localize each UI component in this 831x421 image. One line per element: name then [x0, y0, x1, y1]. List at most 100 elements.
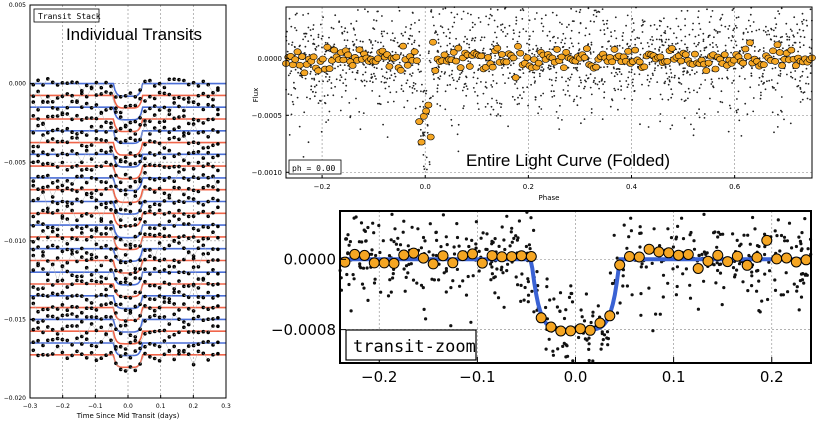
folded-data-point	[344, 89, 347, 92]
zoom-data-point	[469, 320, 473, 324]
zoom-data-point	[802, 281, 806, 285]
stack-xtick-label: 0.3	[221, 403, 231, 410]
folded-data-point	[513, 32, 515, 35]
zoom-binned-point	[771, 253, 783, 265]
folded-data-point	[379, 103, 382, 106]
folded-data-point	[647, 74, 649, 77]
folded-data-point	[511, 95, 514, 98]
zoom-data-point	[387, 254, 392, 258]
zoom-data-point	[792, 282, 796, 286]
folded-data-point	[436, 50, 439, 53]
folded-data-point	[665, 72, 668, 75]
folded-data-point	[419, 128, 422, 131]
transit-model-line	[30, 165, 226, 180]
transit-data-point	[196, 201, 201, 205]
transit-data-point	[152, 202, 157, 206]
folded-binned-point	[295, 61, 304, 69]
zoom-data-point	[591, 310, 595, 314]
transit-data-point	[186, 141, 191, 146]
transit-data-point	[162, 178, 167, 182]
folded-data-point	[710, 83, 713, 85]
folded-data-point	[542, 25, 545, 28]
folded-data-point	[582, 60, 585, 63]
folded-data-point	[407, 42, 409, 45]
folded-data-point	[617, 88, 620, 91]
folded-xtick-label: 0.4	[626, 183, 638, 191]
folded-data-point	[691, 69, 693, 72]
folded-data-point	[800, 90, 803, 93]
folded-data-point	[553, 95, 556, 97]
folded-data-point	[317, 44, 320, 47]
folded-data-point	[402, 90, 405, 93]
zoom-data-point	[676, 224, 680, 228]
transit-data-point	[36, 320, 40, 325]
zoom-data-point	[692, 239, 696, 243]
zoom-data-point	[526, 300, 530, 304]
zoom-data-point	[547, 337, 551, 341]
transit-data-point	[36, 211, 40, 216]
folded-data-point	[515, 16, 518, 19]
folded-data-point	[411, 35, 413, 37]
folded-data-point	[636, 36, 639, 39]
zoom-data-point	[545, 277, 549, 281]
folded-data-point	[760, 80, 763, 83]
zoom-data-point	[524, 244, 529, 249]
folded-data-point	[422, 100, 424, 103]
zoom-data-point	[379, 290, 383, 294]
transit-data-point	[211, 283, 215, 287]
folded-binned-point	[454, 44, 463, 52]
folded-data-point	[351, 71, 354, 74]
folded-data-point	[806, 97, 809, 100]
folded-data-point	[470, 39, 473, 42]
folded-data-point	[567, 84, 569, 87]
zoom-data-point	[638, 245, 642, 249]
transit-data-point	[143, 119, 147, 123]
transit-data-point	[118, 140, 123, 145]
folded-data-point	[699, 50, 702, 52]
zoom-data-point	[373, 277, 377, 281]
transit-data-point	[50, 114, 55, 119]
zoom-data-point	[349, 309, 353, 313]
folded-data-point	[348, 68, 351, 70]
folded-data-point	[618, 44, 621, 47]
folded-data-point	[693, 128, 695, 131]
folded-data-point	[778, 40, 781, 42]
folded-data-point	[327, 119, 330, 121]
folded-data-point	[433, 78, 435, 81]
folded-data-point	[771, 111, 774, 114]
zoom-data-point	[751, 215, 755, 220]
transit-data-point	[118, 180, 123, 185]
folded-data-point	[697, 43, 699, 46]
zoom-data-point	[358, 264, 362, 268]
folded-binned-point	[291, 56, 300, 63]
transit-data-point	[201, 164, 206, 169]
zoom-data-point	[510, 240, 514, 244]
folded-binned-point	[775, 49, 784, 56]
folded-data-point	[709, 97, 711, 100]
folded-data-point	[584, 85, 586, 88]
folded-data-point	[446, 84, 449, 87]
folded-data-point	[521, 97, 523, 100]
transit-data-point	[70, 312, 74, 316]
folded-data-point	[552, 36, 554, 39]
zoom-data-point	[748, 242, 752, 246]
zoom-data-point	[551, 349, 555, 353]
folded-binned-point	[412, 57, 421, 65]
folded-data-point	[684, 43, 686, 46]
folded-data-point	[611, 98, 613, 101]
transit-data-point	[80, 274, 84, 279]
folded-data-point	[617, 108, 619, 111]
transit-data-point	[104, 255, 108, 260]
folded-data-point	[312, 28, 314, 31]
transit-data-point	[182, 134, 186, 138]
folded-data-point	[764, 31, 767, 33]
zoom-data-point	[406, 271, 410, 275]
folded-data-point	[726, 76, 728, 79]
transit-data-point	[201, 252, 206, 256]
folded-data-point	[608, 40, 610, 43]
folded-data-point	[601, 118, 604, 120]
folded-data-point	[518, 102, 520, 105]
folded-data-point	[501, 23, 504, 26]
folded-data-point	[449, 83, 451, 86]
folded-data-point	[438, 13, 441, 15]
